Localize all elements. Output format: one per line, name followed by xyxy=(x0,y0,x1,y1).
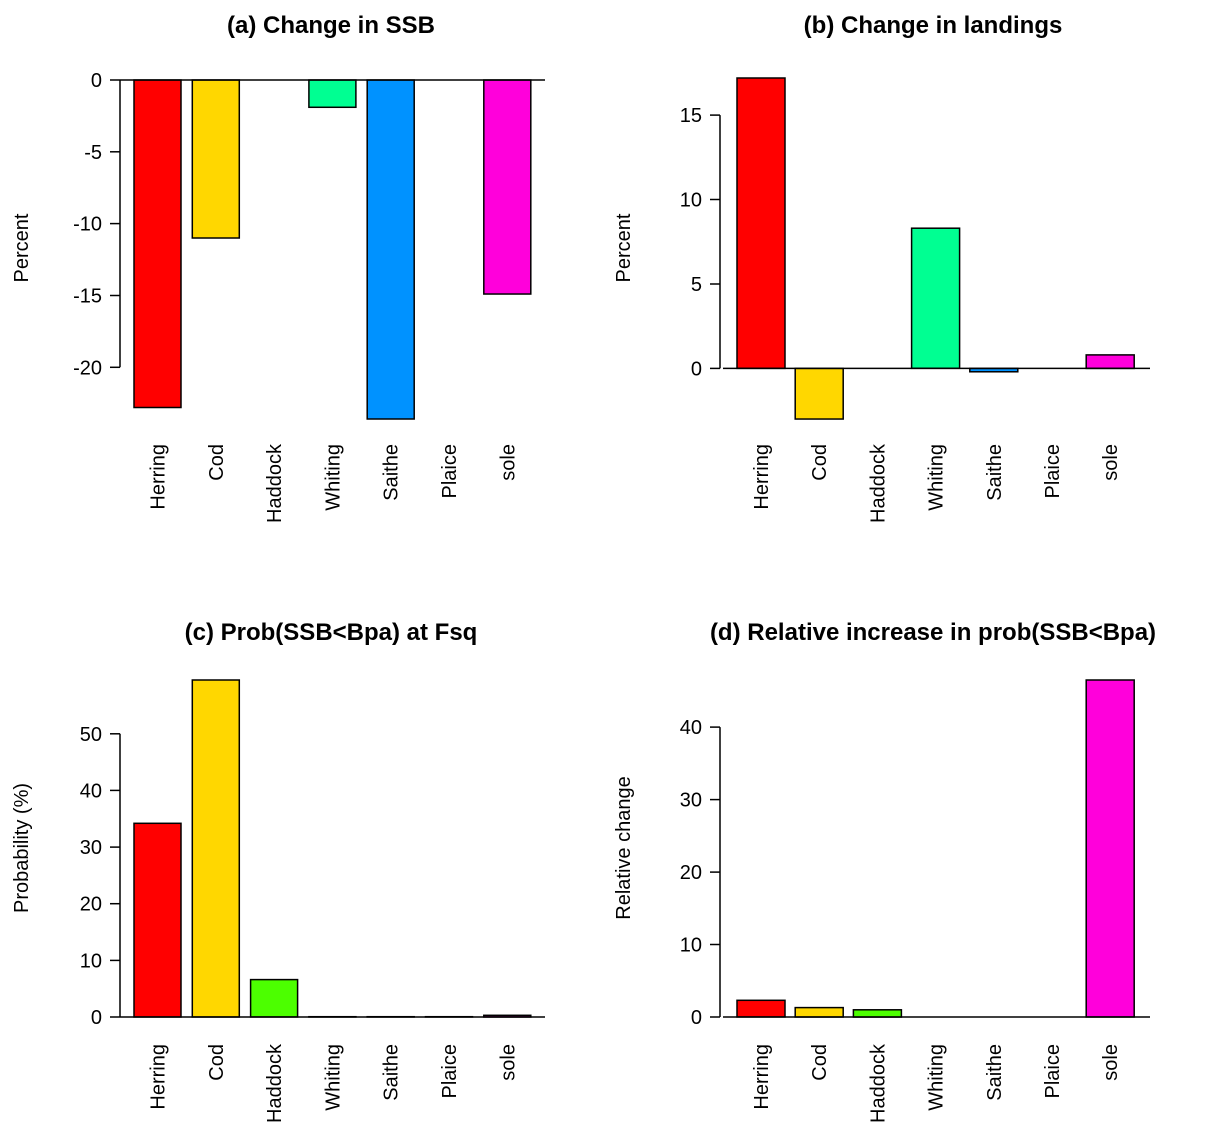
y-tick-label: 30 xyxy=(80,837,102,859)
panel-c-prob-ssb-below-bpa: (c) Prob(SSB<Bpa) at Fsq Probability (%)… xyxy=(11,619,545,1123)
y-tick-label: 15 xyxy=(680,105,702,127)
category-label-haddock: Haddock xyxy=(264,443,286,523)
category-label-saithe: Saithe xyxy=(984,444,1006,501)
bar-cod xyxy=(794,1006,844,1018)
bar-sole xyxy=(1085,354,1135,370)
bar-haddock xyxy=(852,1009,903,1018)
y-tick-label: 0 xyxy=(91,1007,102,1029)
panel-title: (d) Relative increase in prob(SSB<Bpa) xyxy=(710,619,1156,646)
category-label-cod: Cod xyxy=(809,1044,831,1081)
bar-herring xyxy=(133,822,182,1018)
category-label-haddock: Haddock xyxy=(867,1043,889,1123)
category-label-plaice: Plaice xyxy=(1042,1044,1064,1098)
bar-sole xyxy=(1085,679,1135,1018)
y-axis-label: Percent xyxy=(11,213,33,282)
y-axis-label: Probability (%) xyxy=(11,783,33,913)
y-axis-label: Percent xyxy=(613,213,635,282)
category-label-plaice: Plaice xyxy=(1042,444,1064,498)
category-label-cod: Cod xyxy=(809,444,831,481)
bar-saithe xyxy=(366,79,415,420)
category-label-sole: sole xyxy=(497,444,519,481)
category-label-saithe: Saithe xyxy=(381,444,403,501)
y-tick-label: 20 xyxy=(680,862,702,884)
bar-cod xyxy=(191,679,241,1018)
y-tick-label: -20 xyxy=(73,357,102,379)
category-label-plaice: Plaice xyxy=(439,1044,461,1098)
bar-cod xyxy=(794,367,844,420)
y-tick-label: 30 xyxy=(680,790,702,812)
panel-b-change-in-landings: (b) Change in landings Percent 0 5 10 15 Her… xyxy=(613,12,1150,523)
bar-whiting xyxy=(308,79,357,109)
bar-whiting xyxy=(910,227,961,370)
category-label-whiting: Whiting xyxy=(322,444,344,511)
bar-herring xyxy=(736,77,786,370)
panel-title: (b) Change in landings xyxy=(804,12,1063,39)
y-tick-label: 5 xyxy=(691,274,702,296)
bar-haddock xyxy=(249,978,299,1018)
y-tick-label: 50 xyxy=(80,724,102,746)
y-axis-label: Relative change xyxy=(613,776,635,919)
y-tick-label: 0 xyxy=(691,1007,702,1029)
bar-herring xyxy=(133,79,182,409)
bar-sole xyxy=(483,79,532,295)
category-label-saithe: Saithe xyxy=(984,1044,1006,1101)
panel-title: (a) Change in SSB xyxy=(227,12,435,39)
panel-d-relative-increase: (d) Relative increase in prob(SSB<Bpa) R… xyxy=(613,619,1156,1123)
y-tick-label: 0 xyxy=(91,70,102,92)
bar-cod xyxy=(191,79,241,239)
category-label-haddock: Haddock xyxy=(264,1043,286,1123)
category-label-whiting: Whiting xyxy=(926,444,948,511)
category-label-haddock: Haddock xyxy=(867,443,889,523)
y-tick-label: 10 xyxy=(680,935,702,957)
category-label-cod: Cod xyxy=(206,444,228,481)
y-tick-label: 10 xyxy=(680,190,702,212)
y-tick-label: 0 xyxy=(691,358,702,380)
y-tick-label: 20 xyxy=(80,894,102,916)
category-label-sole: sole xyxy=(497,1044,519,1081)
category-label-herring: Herring xyxy=(148,1044,170,1110)
y-tick-label: 40 xyxy=(80,780,102,802)
category-label-saithe: Saithe xyxy=(381,1044,403,1101)
category-label-herring: Herring xyxy=(751,444,773,510)
y-tick-label: -15 xyxy=(73,286,102,308)
panel-a-change-in-ssb: (a) Change in SSB Percent 0 -5 -10 -15 -20 He… xyxy=(11,12,545,523)
category-label-herring: Herring xyxy=(148,444,170,510)
y-tick-label: 10 xyxy=(80,950,102,972)
category-label-sole: sole xyxy=(1100,1044,1122,1081)
y-tick-label: -5 xyxy=(84,142,102,164)
category-label-cod: Cod xyxy=(206,1044,228,1081)
y-tick-label: 40 xyxy=(680,717,702,739)
category-label-whiting: Whiting xyxy=(926,1044,948,1111)
category-label-herring: Herring xyxy=(751,1044,773,1110)
category-label-whiting: Whiting xyxy=(322,1044,344,1111)
y-tick-label: -10 xyxy=(73,214,102,236)
panel-title: (c) Prob(SSB<Bpa) at Fsq xyxy=(185,619,478,646)
bar-herring xyxy=(736,999,786,1018)
category-label-plaice: Plaice xyxy=(439,444,461,498)
category-label-sole: sole xyxy=(1100,444,1122,481)
